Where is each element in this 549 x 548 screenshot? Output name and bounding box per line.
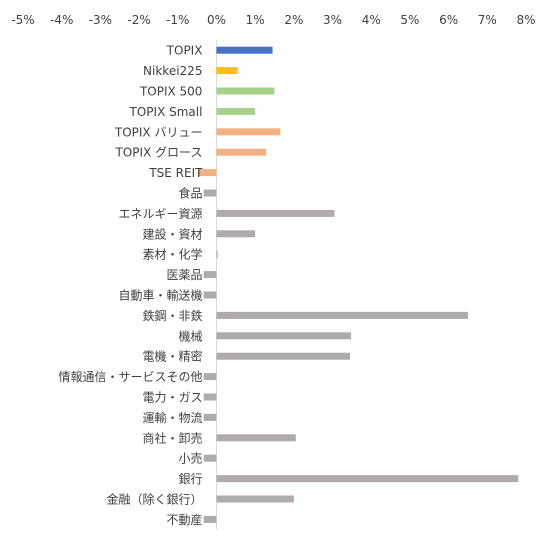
bar: [216, 128, 281, 136]
category-label: 医薬品: [166, 268, 202, 282]
bar: [203, 271, 217, 279]
bar: [216, 46, 273, 54]
category-label: 素材・化学: [142, 247, 202, 262]
category-label: 金融（除く銀行）: [106, 492, 202, 507]
x-tick-label: 7%: [478, 13, 497, 27]
category-label: TOPIX 500: [139, 85, 203, 99]
category-label: 運輸・物流: [142, 410, 202, 425]
bar: [216, 67, 238, 75]
category-label: 機械: [178, 328, 202, 343]
bar: [216, 434, 296, 442]
x-tick-label: 0%: [207, 13, 226, 27]
category-label: 商社・卸売: [142, 430, 202, 445]
category-label: TOPIX Small: [129, 105, 203, 119]
x-tick-label: -2%: [127, 13, 150, 27]
bar: [203, 393, 217, 401]
category-label: 電力・ガス: [142, 391, 202, 405]
x-tick-label: 5%: [400, 13, 419, 27]
category-label: 鉄鋼・非鉄: [142, 308, 202, 323]
x-tick-label: -5%: [11, 13, 34, 27]
bar: [203, 515, 217, 523]
bar: [216, 230, 256, 238]
category-label: 自動車・輸送機: [118, 288, 202, 303]
bar: [203, 413, 217, 421]
category-label: 小売: [178, 451, 202, 466]
category-label: 建設・資材: [142, 226, 202, 241]
x-tick-label: 2%: [284, 13, 303, 27]
category-label: TOPIX グロース: [114, 146, 202, 160]
bar: [216, 475, 519, 483]
bar: [216, 107, 256, 115]
bar: [216, 352, 350, 360]
category-label: エネルギー資源: [118, 207, 202, 221]
category-label: TOPIX バリュー: [114, 125, 203, 139]
category-label: 食品: [178, 186, 202, 201]
bar: [216, 87, 275, 95]
x-tick-label: -3%: [89, 13, 112, 27]
bar: [203, 189, 217, 197]
bar: [197, 169, 217, 177]
category-label: 情報通信・サービスその他: [58, 370, 202, 384]
category-label: Nikkei225: [143, 64, 202, 78]
bar: [216, 311, 468, 319]
category-label: 銀行: [178, 472, 202, 486]
x-tick-label: 8%: [516, 13, 535, 27]
bar: [216, 209, 335, 217]
bar: [203, 373, 217, 381]
bar: [216, 148, 266, 156]
bar: [203, 291, 217, 299]
category-label: TOPIX: [166, 44, 203, 58]
x-tick-label: 1%: [246, 13, 265, 27]
bar: [203, 454, 217, 462]
category-label: 不動産: [166, 512, 202, 527]
bar: [216, 250, 218, 258]
x-tick-label: 6%: [439, 13, 458, 27]
bar: [216, 495, 294, 503]
x-tick-label: -1%: [166, 13, 189, 27]
bar: [216, 332, 352, 340]
x-tick-label: 3%: [323, 13, 342, 27]
category-label: TSE REIT: [148, 166, 203, 180]
x-tick-label: -4%: [50, 13, 73, 27]
x-tick-label: 4%: [362, 13, 381, 27]
category-label: 電機・精密: [142, 349, 202, 364]
